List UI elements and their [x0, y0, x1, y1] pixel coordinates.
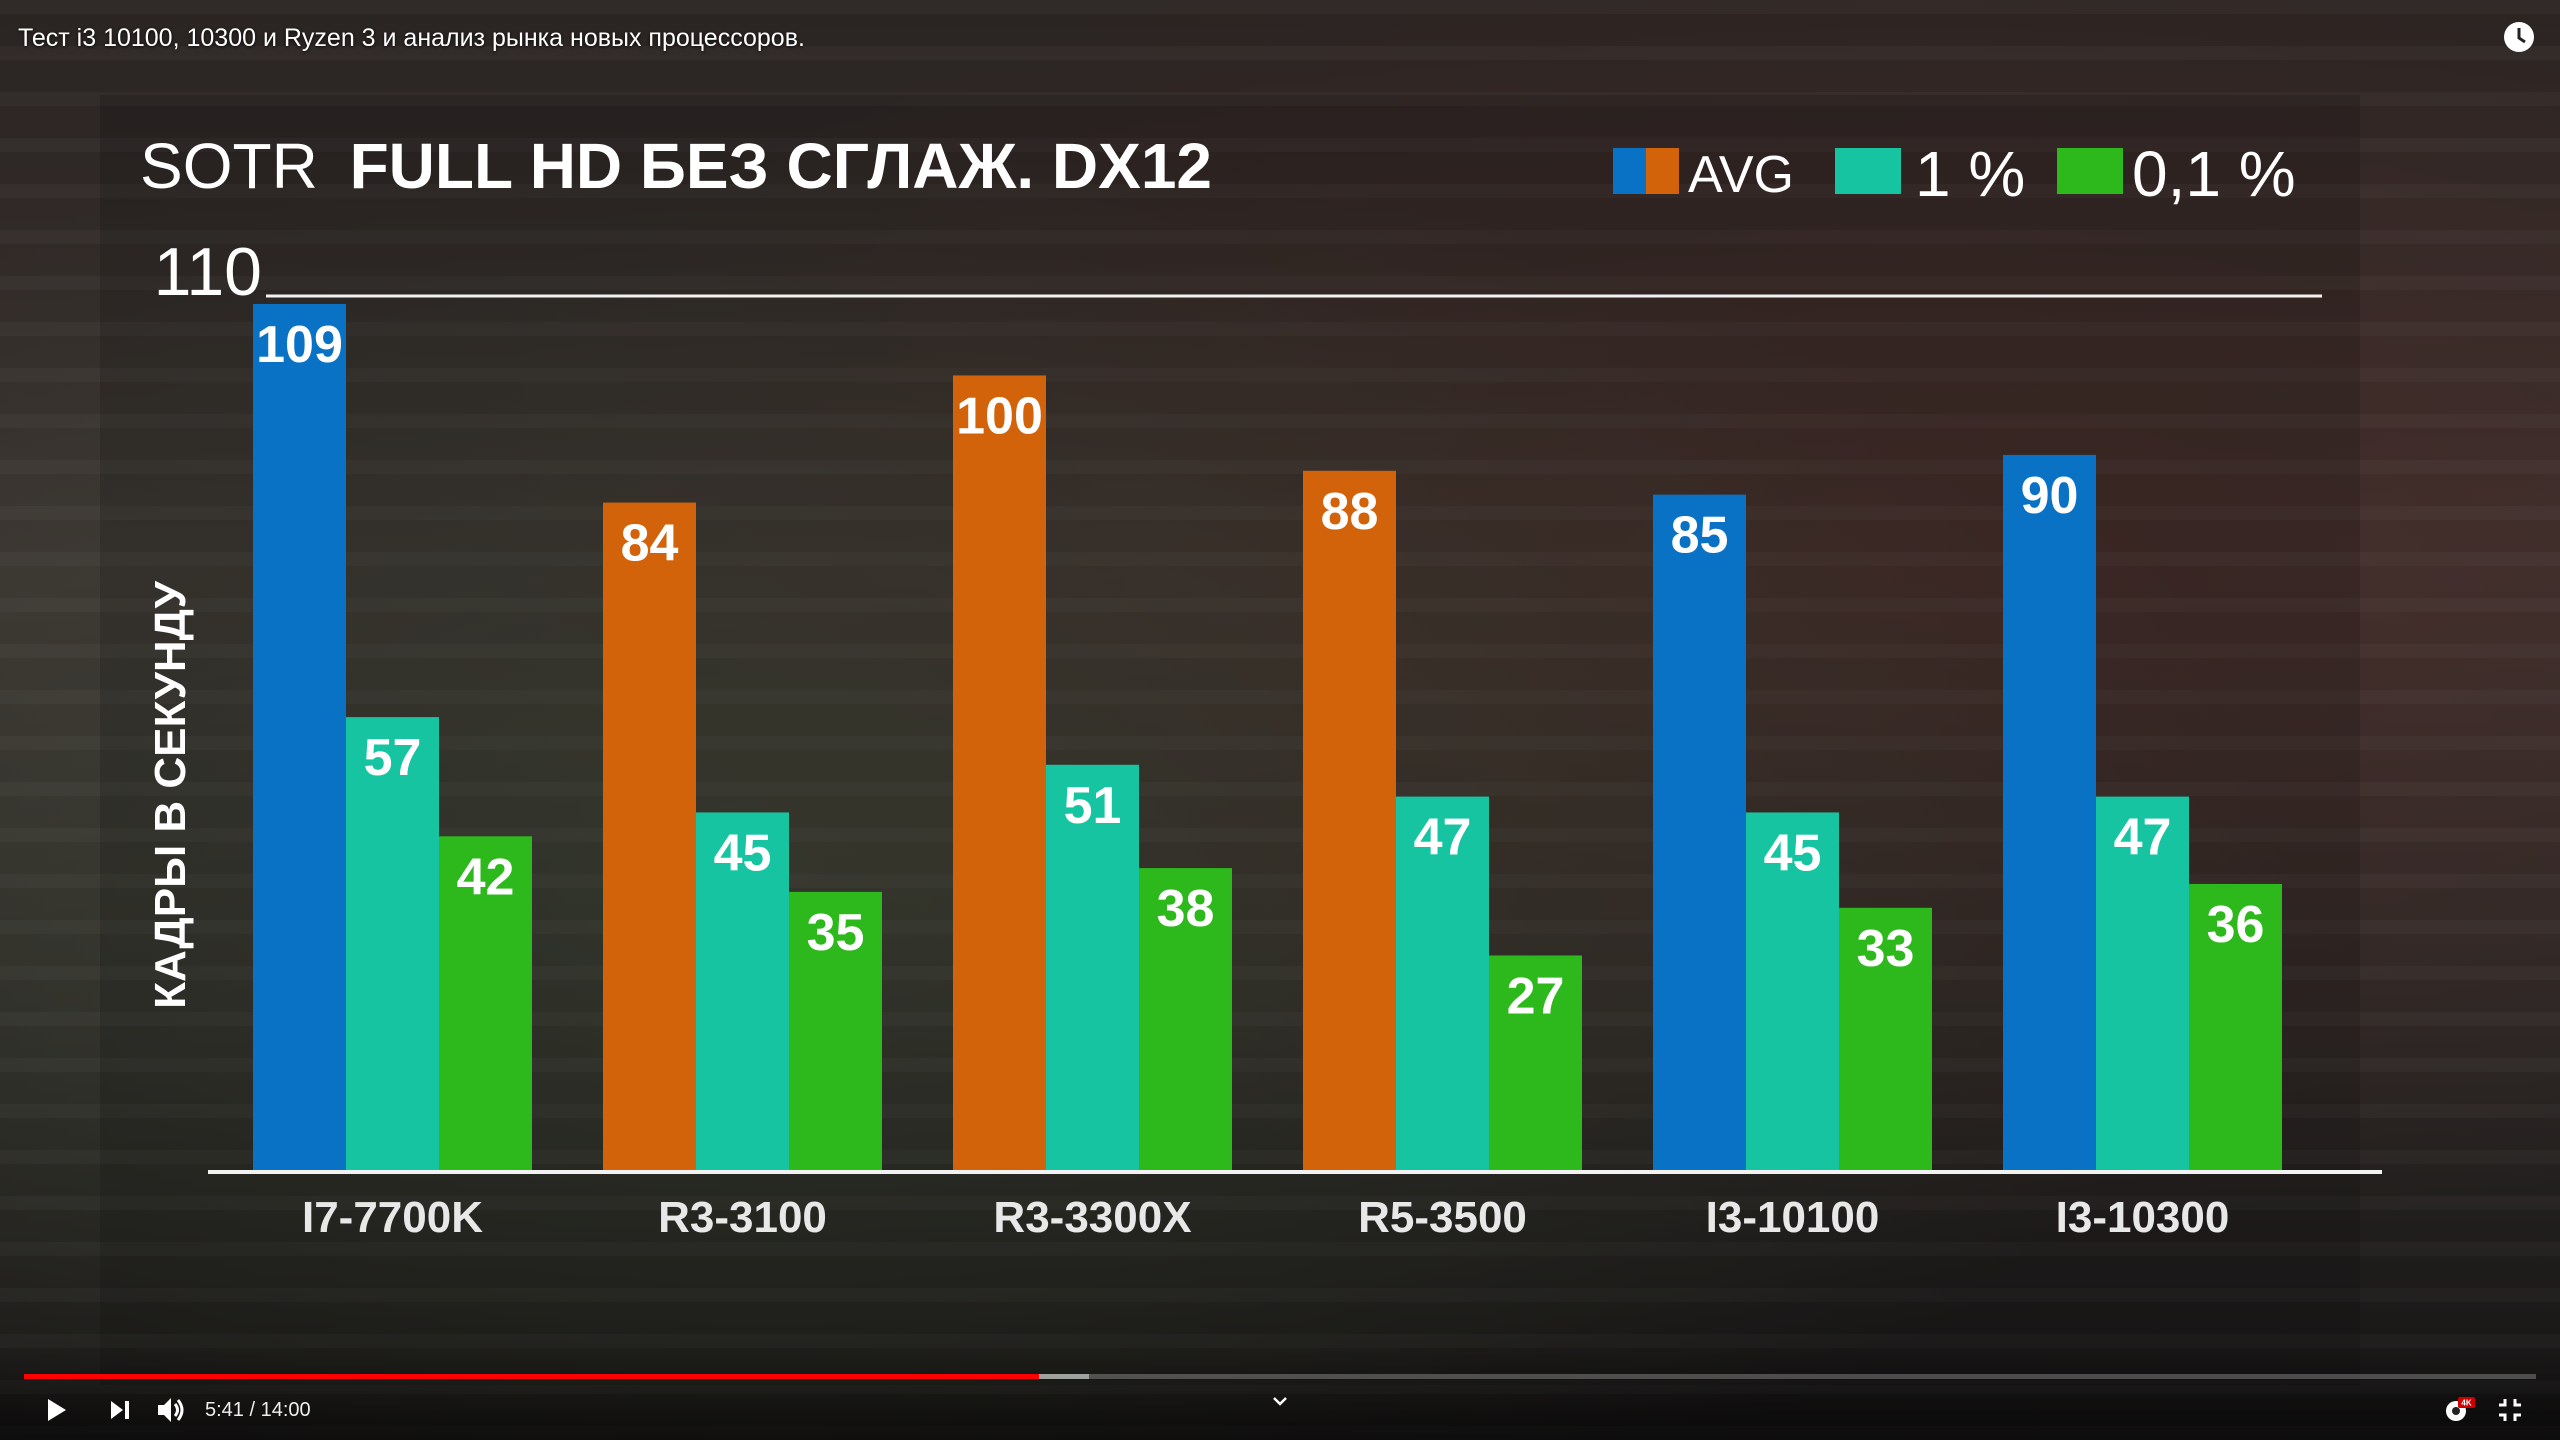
bar-i3-10300-avg: [2003, 454, 2096, 1171]
bars-group: 109 57 42 84 45 35 100 51 38 88 47 27 85 45 33 90 47 36: [253, 303, 2282, 1171]
legend: AVG 1 % 0,1 %: [1613, 138, 2296, 210]
quality-badge: 4K: [2461, 1399, 2471, 1408]
data-label-r3-3300x-p01: 38: [1157, 880, 1215, 938]
y-axis-label: КАДРЫ В СЕКУНДУ: [146, 581, 195, 1009]
legend-swatch-p01: [2057, 148, 2123, 194]
data-label-r3-3100-p01: 35: [807, 904, 865, 962]
data-label-i7-7700k-avg: 109: [256, 316, 343, 374]
bar-i3-10100-avg: [1653, 494, 1746, 1170]
data-label-i3-10300-p1: 47: [2114, 809, 2172, 867]
data-label-r3-3100-p1: 45: [714, 824, 772, 882]
x-tick-label: R3-3100: [658, 1193, 827, 1242]
played-fill: [24, 1374, 1039, 1379]
x-tick-label: I3-10100: [1706, 1193, 1880, 1242]
data-label-r3-3300x-p1: 51: [1064, 777, 1122, 835]
bar-r5-3500-p01: [1489, 955, 1582, 1170]
legend-label-p01: 0,1 %: [2132, 138, 2296, 210]
legend-swatch-avg-amd: [1646, 148, 1679, 194]
x-tick-label: I7-7700K: [302, 1193, 483, 1242]
clock-icon[interactable]: [2500, 18, 2538, 56]
legend-swatch-p1: [1835, 148, 1901, 194]
chart-title-main: FULL HD БЕЗ СГЛАЖ. DX12: [350, 130, 1212, 202]
data-label-i7-7700k-p1: 57: [364, 729, 422, 787]
data-label-r5-3500-p1: 47: [1414, 809, 1472, 867]
bar-r5-3500-avg: [1303, 470, 1396, 1170]
legend-label-avg: AVG: [1688, 146, 1794, 204]
bar-i3-10300-p01: [2189, 883, 2282, 1170]
volume-icon[interactable]: [152, 1390, 192, 1430]
y-tick-label: 110: [154, 234, 262, 310]
x-tick-label: I3-10300: [2056, 1193, 2230, 1242]
data-label-i3-10100-p01: 33: [1857, 920, 1915, 978]
data-label-i3-10300-p01: 36: [2207, 896, 2265, 954]
chart-title: SOTR FULL HD БЕЗ СГЛАЖ. DX12: [140, 130, 1212, 202]
x-tick-label: R5-3500: [1358, 1193, 1527, 1242]
legend-swatch-avg-intel: [1613, 148, 1646, 194]
bar-i7-7700k-avg: [253, 303, 346, 1171]
video-title[interactable]: Тест i3 10100, 10300 и Ryzen 3 и анализ …: [18, 24, 805, 52]
data-label-r3-3300x-avg: 100: [956, 387, 1043, 445]
x-tick-labels: I7-7700K R3-3100 R3-3300X R5-3500 I3-10100 I3…: [302, 1193, 2229, 1242]
bar-i3-10100-p1: [1746, 812, 1839, 1170]
gear-icon[interactable]: 4K: [2438, 1390, 2478, 1430]
data-label-i3-10300-avg: 90: [2021, 467, 2079, 525]
x-tick-label: R3-3300X: [993, 1193, 1191, 1242]
data-label-i7-7700k-p01: 42: [457, 848, 515, 906]
time-display: 5:41 / 14:00: [205, 1399, 311, 1421]
bar-r3-3300x-avg: [953, 375, 1046, 1170]
play-icon[interactable]: [36, 1390, 76, 1430]
data-label-r3-3100-avg: 84: [621, 515, 679, 573]
data-label-r5-3500-p01: 27: [1507, 967, 1565, 1025]
bar-r3-3100-avg: [603, 502, 696, 1171]
player-controls: 5:41 / 14:00 4K: [0, 1350, 2560, 1440]
data-label-i3-10100-p1: 45: [1764, 824, 1822, 882]
data-label-i3-10100-avg: 85: [1671, 507, 1729, 565]
bar-i3-10100-p01: [1839, 907, 1932, 1170]
exit-fullscreen-icon[interactable]: [2490, 1390, 2530, 1430]
bar-r3-3100-p01: [789, 891, 882, 1170]
data-label-r5-3500-avg: 88: [1321, 483, 1379, 541]
bar-r3-3300x-p1: [1046, 764, 1139, 1170]
legend-label-p1: 1 %: [1915, 138, 2025, 210]
bar-i7-7700k-p01: [439, 836, 532, 1170]
bar-i7-7700k-p1: [346, 717, 439, 1170]
chevron-down-icon[interactable]: [1265, 1386, 1295, 1416]
progress-bar[interactable]: [24, 1374, 2536, 1379]
bar-i3-10300-p1: [2096, 796, 2189, 1170]
chart-title-prefix: SOTR: [140, 130, 318, 202]
bar-r3-3300x-p01: [1139, 868, 1232, 1170]
bar-r3-3100-p1: [696, 812, 789, 1170]
next-icon[interactable]: [100, 1390, 140, 1430]
bar-r5-3500-p1: [1396, 796, 1489, 1170]
